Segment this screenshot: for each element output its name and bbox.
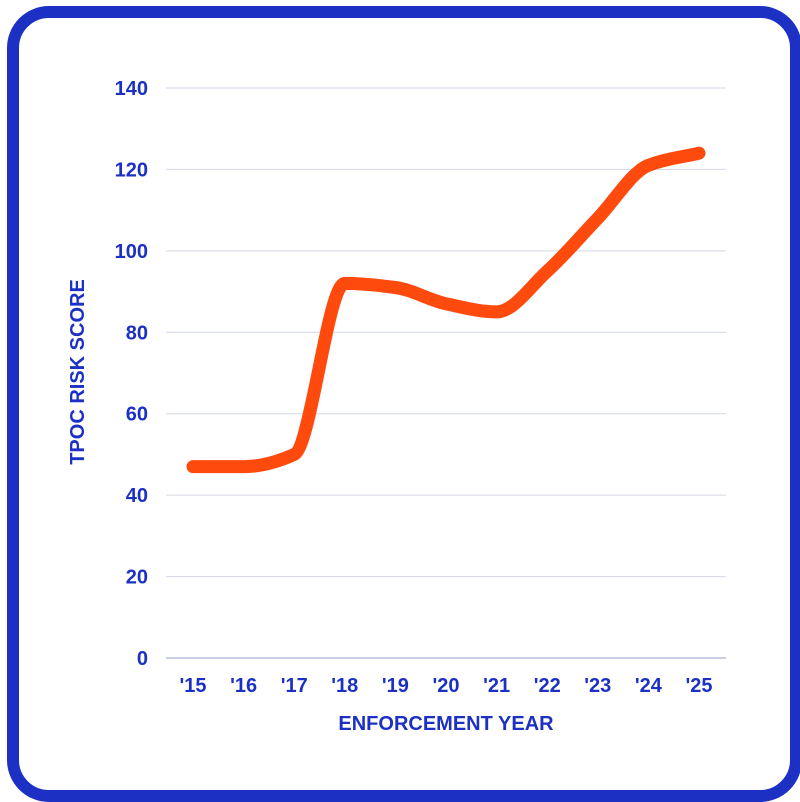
x-tick-label: '24 [635,675,663,697]
x-tick-label: '22 [534,675,561,697]
y-tick-label: 0 [137,648,148,670]
series-line-0 [186,146,706,474]
chart-frame [7,6,800,802]
y-tick-label: 20 [126,567,148,589]
x-tick-label: '18 [331,675,358,697]
x-tick-label: '16 [230,675,257,697]
x-tick-label: '19 [382,675,409,697]
x-tick-label: '23 [584,675,611,697]
y-tick-label: 40 [126,485,148,507]
x-tick-label: '15 [179,675,206,697]
x-tick-label: '25 [685,675,712,697]
y-tick-label: 60 [126,404,148,426]
x-tick-label: '20 [432,675,459,697]
x-axis-ticks: '15 '16 '17 '18 '19 '20 '21 '22 '23 '24 '25 [179,675,712,697]
y-tick-label: 100 [115,241,148,263]
grid [166,87,726,659]
x-axis-title: ENFORCEMENT YEAR [338,713,554,735]
y-axis-title: TPOC RISK SCORE [67,279,89,465]
y-axis-ticks: 0 20 40 60 80 100 120 140 [115,78,148,670]
series [186,146,706,474]
x-tick-label: '21 [483,675,510,697]
y-tick-label: 120 [115,159,148,181]
y-tick-label: 140 [115,78,148,100]
y-tick-label: 80 [126,322,148,344]
x-tick-label: '17 [281,675,308,697]
